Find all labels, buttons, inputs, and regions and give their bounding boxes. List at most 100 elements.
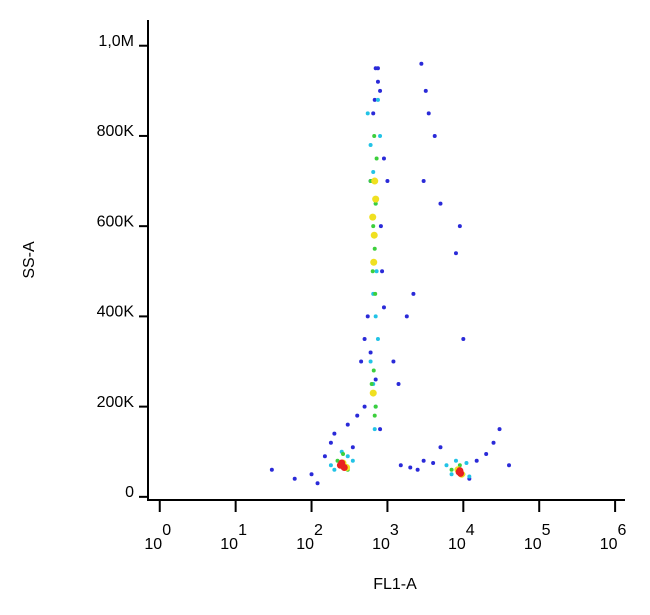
data-point xyxy=(372,97,377,102)
data-point xyxy=(369,213,377,221)
data-point xyxy=(368,142,373,147)
data-point xyxy=(378,133,383,138)
data-point xyxy=(396,382,401,387)
data-point xyxy=(373,404,378,409)
data-point xyxy=(370,231,378,239)
data-point xyxy=(322,454,327,459)
x-tick-base: 10 xyxy=(372,536,390,553)
data-point xyxy=(484,451,489,456)
data-point xyxy=(292,476,297,481)
x-tick-base: 10 xyxy=(600,536,618,553)
data-point xyxy=(355,413,360,418)
data-point xyxy=(438,445,443,450)
x-tick-label: 106 xyxy=(600,522,627,553)
x-tick-label: 103 xyxy=(372,522,399,553)
x-tick-exponent: 6 xyxy=(618,522,627,539)
data-point xyxy=(374,269,379,274)
data-point xyxy=(332,431,337,436)
x-tick-base: 10 xyxy=(296,536,314,553)
data-point xyxy=(370,258,378,266)
x-tick-exponent: 5 xyxy=(542,522,551,539)
y-axis-title: SS-A xyxy=(21,241,38,279)
data-point xyxy=(350,458,355,463)
data-point xyxy=(328,463,333,468)
x-tick-exponent: 3 xyxy=(390,522,399,539)
data-point xyxy=(507,463,512,468)
data-point xyxy=(378,88,383,93)
data-point xyxy=(453,251,458,256)
x-tick-base: 10 xyxy=(220,536,238,553)
data-point xyxy=(375,66,380,71)
data-point xyxy=(449,467,454,472)
data-point xyxy=(373,201,378,206)
data-point xyxy=(408,465,413,470)
data-point xyxy=(345,454,350,459)
data-point xyxy=(431,461,436,466)
data-point xyxy=(328,440,333,445)
data-point xyxy=(444,463,449,468)
data-point xyxy=(372,427,377,432)
data-point xyxy=(371,170,376,175)
x-tick-exponent: 1 xyxy=(238,522,247,539)
y-tick-label: 400K xyxy=(97,304,135,321)
data-point xyxy=(345,422,350,427)
y-tick-label: 0 xyxy=(125,484,134,501)
data-point xyxy=(372,246,377,251)
data-point xyxy=(269,467,274,472)
data-point xyxy=(315,481,320,486)
data-point xyxy=(369,389,377,397)
data-point xyxy=(373,314,378,319)
x-tick-exponent: 2 xyxy=(314,522,323,539)
data-point xyxy=(359,359,364,364)
data-point xyxy=(370,269,375,274)
data-point xyxy=(369,382,374,387)
x-tick-label: 100 xyxy=(144,522,171,553)
data-point xyxy=(457,463,462,468)
data-point xyxy=(380,269,385,274)
data-point xyxy=(438,201,443,206)
data-point xyxy=(419,61,424,66)
data-point xyxy=(371,368,376,373)
y-tick-label: 200K xyxy=(97,394,135,411)
data-point xyxy=(373,377,378,382)
data-point xyxy=(368,359,373,364)
data-point xyxy=(371,111,376,116)
x-tick-label: 105 xyxy=(524,522,551,553)
data-point xyxy=(332,467,337,472)
data-point xyxy=(421,179,426,184)
data-point xyxy=(341,451,346,456)
data-point xyxy=(309,472,314,477)
data-point xyxy=(467,474,472,479)
data-point xyxy=(453,458,458,463)
x-tick-exponent: 4 xyxy=(466,522,475,539)
y-tick-label: 600K xyxy=(97,213,135,230)
data-point xyxy=(368,350,373,355)
y-tick-label: 800K xyxy=(97,123,135,140)
data-point xyxy=(411,291,416,296)
data-point xyxy=(426,111,431,116)
data-point xyxy=(432,133,437,138)
data-point xyxy=(497,427,502,432)
data-point xyxy=(375,336,380,341)
x-axis-title: FL1-A xyxy=(373,576,417,593)
data-point xyxy=(375,97,380,102)
data-point xyxy=(449,472,454,477)
data-point xyxy=(378,427,383,432)
data-point xyxy=(362,336,367,341)
data-point xyxy=(381,156,386,161)
data-point xyxy=(421,458,426,463)
data-point xyxy=(365,111,370,116)
data-point xyxy=(404,314,409,319)
data-point xyxy=(338,459,346,467)
data-point xyxy=(372,195,380,203)
x-tick-base: 10 xyxy=(448,536,466,553)
y-tick-label: 1,0M xyxy=(98,33,134,50)
data-point xyxy=(372,133,377,138)
data-point xyxy=(385,179,390,184)
data-point xyxy=(474,458,479,463)
data-point xyxy=(423,88,428,93)
data-point xyxy=(362,404,367,409)
data-point xyxy=(457,224,462,229)
data-point xyxy=(373,291,378,296)
